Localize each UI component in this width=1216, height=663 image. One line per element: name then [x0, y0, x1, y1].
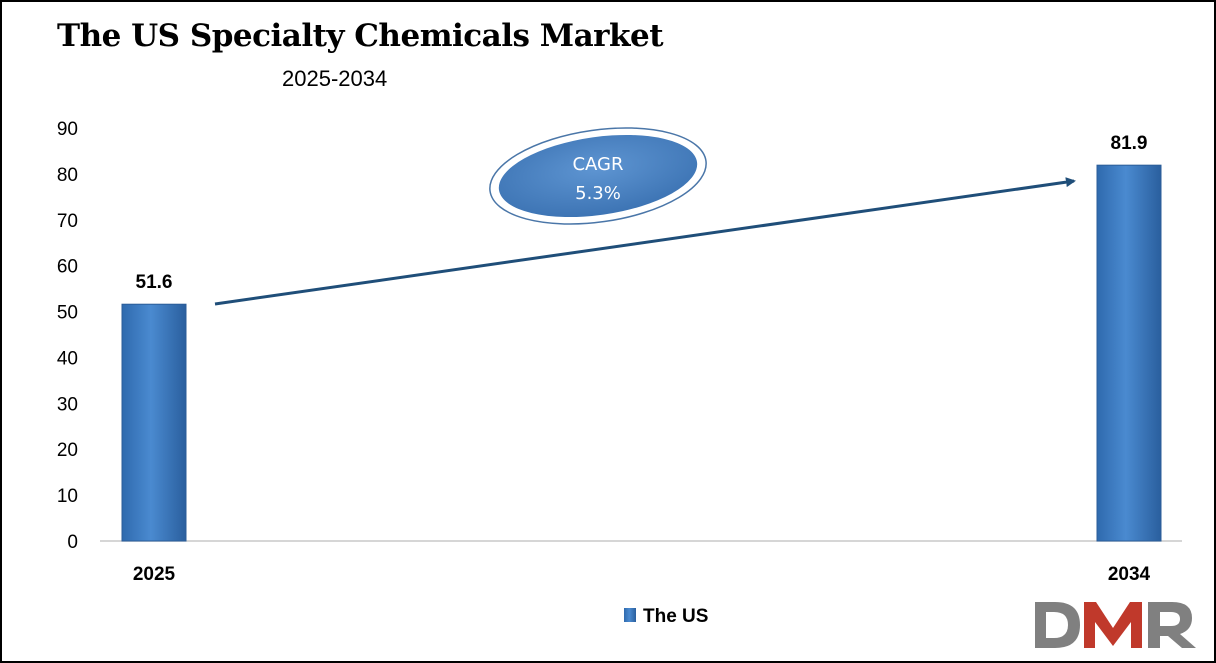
y-tick-label: 70: [57, 211, 78, 232]
cagr-value: 5.3%: [575, 183, 621, 204]
y-tick-label: 10: [57, 486, 78, 507]
chart-subtitle: 2025-2034: [282, 66, 388, 91]
x-category-label: 2025: [133, 564, 176, 585]
legend: The US: [624, 606, 708, 627]
y-axis-ticks: 0 10 20 30 40 50 60 70 80 90: [57, 119, 78, 553]
y-tick-label: 0: [67, 532, 78, 553]
data-label: 81.9: [1111, 133, 1148, 154]
y-tick-label: 50: [57, 303, 78, 324]
bars-group: [121, 164, 1162, 542]
x-axis-categories: 2025 2034: [133, 564, 1151, 585]
legend-label: The US: [643, 606, 708, 627]
y-tick-label: 20: [57, 440, 78, 461]
cagr-label: CAGR: [572, 154, 623, 175]
y-tick-label: 80: [57, 165, 78, 186]
x-category-label: 2034: [1108, 564, 1151, 585]
y-tick-label: 60: [57, 257, 78, 278]
y-tick-label: 30: [57, 394, 78, 415]
chart-title: The US Specialty Chemicals Market: [57, 18, 664, 54]
y-tick-label: 40: [57, 348, 78, 369]
bar-2034: [1096, 164, 1162, 542]
bar-2025: [121, 303, 187, 542]
y-tick-label: 90: [57, 119, 78, 140]
growth-arrow: [214, 177, 1076, 306]
data-label: 51.6: [136, 272, 173, 293]
legend-swatch: [624, 608, 636, 622]
data-labels: 51.6 81.9: [136, 133, 1148, 293]
cagr-badge: CAGR 5.3%: [489, 127, 707, 225]
dmr-logo: [1035, 602, 1196, 648]
